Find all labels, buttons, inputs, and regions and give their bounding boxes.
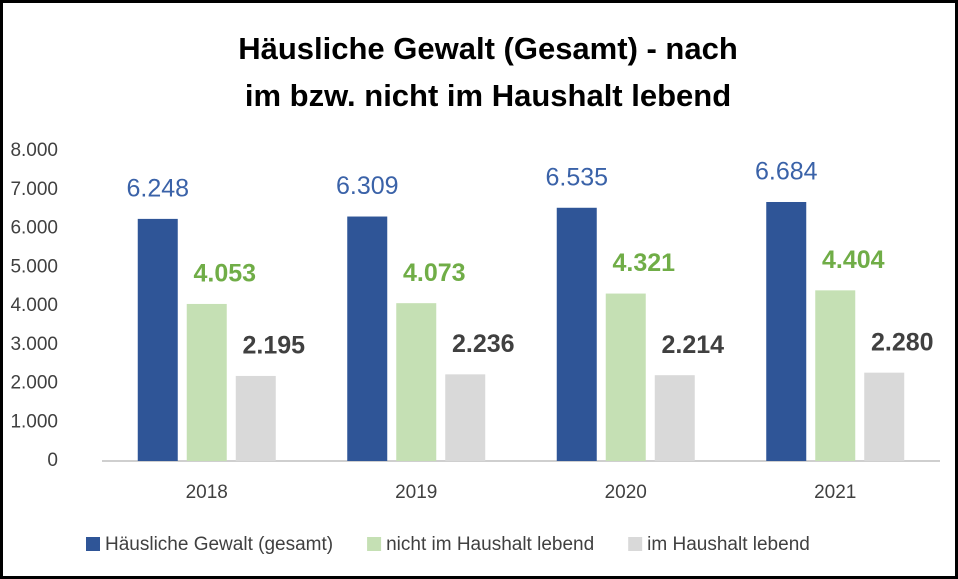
bar — [396, 303, 437, 461]
data-label: 4.053 — [193, 260, 256, 288]
data-label: 2.236 — [452, 330, 515, 358]
x-tick-label: 2020 — [605, 482, 647, 503]
data-label: 4.073 — [403, 259, 466, 287]
data-label: 2.195 — [242, 332, 305, 360]
x-tick-label: 2019 — [395, 482, 437, 503]
bar — [766, 201, 807, 461]
bar — [186, 303, 227, 461]
bar — [445, 374, 486, 461]
x-tick-label: 2021 — [814, 482, 856, 503]
y-tick-label: 0 — [47, 450, 58, 471]
chart-title: im bzw. nicht im Haushalt lebend — [245, 78, 731, 113]
data-label: 2.214 — [661, 331, 724, 359]
bar — [347, 216, 388, 461]
y-tick-label: 7.000 — [10, 179, 58, 200]
y-tick-label: 3.000 — [10, 334, 58, 355]
legend-label: nicht im Haushalt lebend — [386, 534, 594, 555]
y-tick-label: 2.000 — [10, 373, 58, 394]
data-label: 6.248 — [126, 174, 189, 202]
legend-swatch — [367, 537, 382, 551]
data-label: 6.535 — [545, 163, 608, 191]
data-label: 4.321 — [612, 249, 675, 277]
x-tick-label: 2018 — [186, 482, 228, 503]
bar — [864, 372, 905, 461]
legend-swatch — [628, 537, 643, 551]
legend-label: Häusliche Gewalt (gesamt) — [105, 534, 333, 555]
data-label: 2.280 — [871, 328, 934, 356]
chart-title: Häusliche Gewalt (Gesamt) - nach — [238, 31, 738, 66]
bar — [815, 290, 856, 461]
y-tick-label: 5.000 — [10, 256, 58, 277]
bar — [605, 293, 646, 461]
bar — [137, 218, 178, 461]
y-tick-label: 8.000 — [10, 140, 58, 161]
y-tick-label: 4.000 — [10, 295, 58, 316]
bar — [556, 207, 597, 461]
bar — [235, 375, 276, 461]
y-tick-label: 6.000 — [10, 218, 58, 239]
y-tick-label: 1.000 — [10, 411, 58, 432]
data-label: 6.684 — [755, 158, 818, 186]
legend-swatch — [86, 537, 100, 551]
legend-label: im Haushalt lebend — [647, 534, 810, 555]
data-label: 6.309 — [336, 172, 399, 200]
bar — [654, 375, 695, 461]
data-label: 4.404 — [822, 246, 885, 274]
